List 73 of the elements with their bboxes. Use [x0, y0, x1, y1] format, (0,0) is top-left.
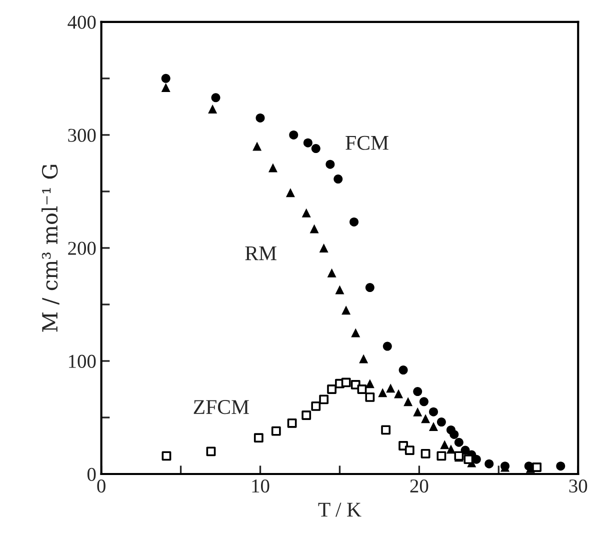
point [208, 104, 218, 114]
point [382, 342, 392, 351]
point [311, 144, 320, 154]
y-tick-label: 0 [87, 468, 96, 481]
point [446, 444, 456, 454]
y-tick-label: 400 [68, 16, 96, 29]
point [359, 354, 368, 364]
point [404, 397, 413, 406]
point [334, 174, 343, 184]
point [454, 438, 464, 447]
point [162, 451, 172, 461]
point [342, 306, 351, 315]
point [254, 433, 264, 443]
point [302, 208, 311, 218]
series-label: ZFCM [194, 400, 249, 414]
point [326, 160, 335, 169]
point [420, 448, 430, 458]
y-tick-label: 300 [68, 128, 96, 142]
point [421, 414, 430, 424]
y-tick-label: 200 [68, 242, 96, 255]
point [381, 425, 391, 435]
point [341, 378, 351, 388]
point [532, 462, 542, 472]
x-tick-label: 0 [97, 479, 106, 493]
x-tick-label: 10 [252, 479, 270, 493]
point [436, 418, 446, 427]
y-axis-title: M / cm³ mol⁻¹ G [42, 164, 60, 332]
series-label: RM [245, 246, 276, 260]
point [436, 451, 446, 461]
point [365, 283, 374, 292]
point [256, 113, 265, 122]
point [302, 410, 312, 420]
point [404, 446, 414, 455]
point [428, 407, 438, 416]
point [287, 418, 297, 428]
point [428, 422, 438, 432]
point [271, 426, 281, 436]
point [440, 440, 450, 450]
point [327, 268, 336, 278]
point [268, 163, 278, 172]
point [206, 446, 216, 456]
x-tick-label: 20 [410, 479, 428, 493]
point [335, 285, 344, 294]
point [211, 93, 220, 102]
point [319, 243, 328, 252]
point [365, 392, 375, 402]
y-tick-label: 100 [69, 354, 96, 368]
point [351, 328, 360, 338]
point [252, 142, 262, 151]
point [556, 462, 566, 471]
x-tick-label: 30 [569, 479, 588, 493]
point [319, 394, 329, 404]
point [450, 430, 459, 439]
point [161, 82, 170, 92]
point [394, 389, 404, 398]
point [286, 188, 295, 198]
point [311, 401, 321, 411]
point [413, 407, 422, 416]
point [161, 74, 170, 83]
point [350, 217, 359, 226]
point [413, 387, 422, 396]
point [327, 384, 336, 394]
series-label: FCM [346, 136, 388, 150]
point [419, 397, 428, 406]
point [357, 384, 367, 394]
point [310, 224, 319, 234]
point [386, 384, 396, 393]
x-axis-title: T / K [318, 502, 362, 517]
point [398, 366, 408, 375]
point [378, 388, 388, 398]
point [289, 130, 298, 140]
point [303, 138, 312, 148]
point [484, 459, 494, 468]
